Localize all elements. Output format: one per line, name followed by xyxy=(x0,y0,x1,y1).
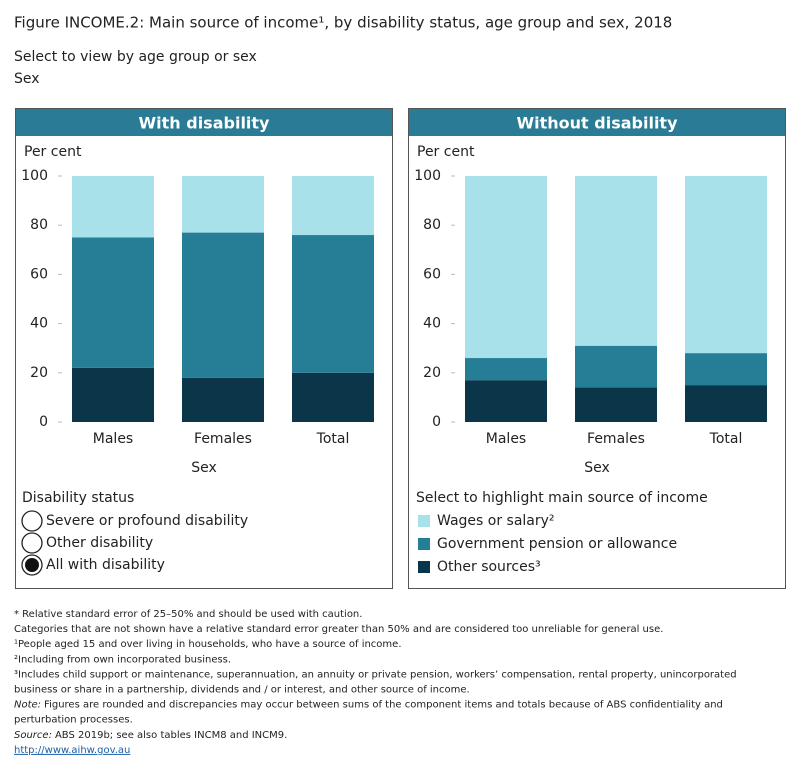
bar-segment[interactable] xyxy=(72,237,154,368)
footnote: * Relative standard error of 25–50% and … xyxy=(14,609,362,620)
y-tick-label: 40 xyxy=(30,316,48,332)
y-tick-label: 100 xyxy=(414,168,441,184)
bar-segment[interactable] xyxy=(182,377,264,422)
x-tick-label: Males xyxy=(486,431,526,447)
legend-label[interactable]: Government pension or allowance xyxy=(437,536,677,552)
x-tick-label: Females xyxy=(194,431,252,447)
figure-title: Figure INCOME.2: Main source of income¹,… xyxy=(14,14,672,32)
y-axis-title: Per cent xyxy=(417,144,475,160)
footnote: Note: Figures are rounded and discrepanci… xyxy=(14,700,723,711)
legend-swatch[interactable] xyxy=(418,515,430,527)
controls-title: Disability status xyxy=(22,490,134,506)
radio-label[interactable]: Other disability xyxy=(46,535,153,551)
bar-segment[interactable] xyxy=(292,176,374,236)
bar-segment[interactable] xyxy=(465,176,547,359)
legend-label[interactable]: Wages or salary² xyxy=(437,513,555,529)
footnote: Categories that are not shown have a rel… xyxy=(14,624,663,635)
bar-segment[interactable] xyxy=(685,176,767,354)
radio-label[interactable]: All with disability xyxy=(46,557,165,573)
bar-segment[interactable] xyxy=(292,235,374,373)
footnote-text: perturbation processes. xyxy=(14,715,133,726)
footnote-label: Source: xyxy=(14,730,52,741)
panel-header xyxy=(16,109,392,136)
y-tick-label: 80 xyxy=(423,217,441,233)
legend-label[interactable]: Other sources³ xyxy=(437,559,541,575)
bar-segment[interactable] xyxy=(575,176,657,346)
y-tick-label: 100 xyxy=(21,168,48,184)
view-value[interactable]: Sex xyxy=(14,71,40,87)
bar-segment[interactable] xyxy=(685,353,767,386)
footnote-text: ²Including from own incorporated busines… xyxy=(14,654,231,665)
legend-swatch[interactable] xyxy=(418,561,430,573)
x-axis-title: Sex xyxy=(584,460,610,476)
y-tick-label: 20 xyxy=(30,365,48,381)
bar-segment[interactable] xyxy=(575,345,657,388)
view-prompt: Select to view by age group or sex xyxy=(14,49,257,65)
y-tick-label: 60 xyxy=(423,266,441,282)
footnote-text: business or share in a partnership, divi… xyxy=(14,685,470,696)
x-tick-label: Total xyxy=(709,431,743,447)
bar-segment[interactable] xyxy=(182,176,264,233)
footnote-text: * Relative standard error of 25–50% and … xyxy=(14,609,362,620)
panel-title: With disability xyxy=(139,114,271,133)
footnote: ¹People aged 15 and over living in house… xyxy=(14,639,402,650)
y-tick-label: 20 xyxy=(423,365,441,381)
panel-header xyxy=(409,109,785,136)
legend-swatch[interactable] xyxy=(418,538,430,550)
footnote-text: Figures are rounded and discrepancies ma… xyxy=(44,700,723,711)
panel-frame xyxy=(408,108,786,589)
footnote: Source: ABS 2019b; see also tables INCM8 … xyxy=(14,730,287,741)
footnote: perturbation processes. xyxy=(14,715,133,726)
y-tick-label: 0 xyxy=(432,414,441,430)
footnote-link[interactable]: http://www.aihw.gov.au xyxy=(14,745,130,756)
bar-segment[interactable] xyxy=(685,385,767,422)
bar-segment[interactable] xyxy=(72,367,154,422)
y-tick-label: 60 xyxy=(30,266,48,282)
y-tick-label: 40 xyxy=(423,316,441,332)
y-tick-label: 0 xyxy=(39,414,48,430)
radio-dot xyxy=(25,558,39,572)
footnote-text: ¹People aged 15 and over living in house… xyxy=(14,639,402,650)
x-tick-label: Males xyxy=(93,431,133,447)
x-tick-label: Total xyxy=(316,431,350,447)
bar-segment[interactable] xyxy=(465,380,547,422)
footnote: ²Including from own incorporated busines… xyxy=(14,654,231,665)
bar-segment[interactable] xyxy=(465,358,547,381)
y-axis-title: Per cent xyxy=(24,144,82,160)
radio-label[interactable]: Severe or profound disability xyxy=(46,513,248,529)
footnote-text: Categories that are not shown have a rel… xyxy=(14,624,663,635)
bar-segment[interactable] xyxy=(575,387,657,422)
x-axis-title: Sex xyxy=(191,460,217,476)
panel-frame xyxy=(15,108,393,589)
y-tick-label: 80 xyxy=(30,217,48,233)
bar-segment[interactable] xyxy=(292,372,374,422)
panel-title: Without disability xyxy=(516,114,678,133)
bar-segment[interactable] xyxy=(182,232,264,378)
footnote-text: ³Includes child support or maintenance, … xyxy=(14,669,737,680)
footnote-label: Note: xyxy=(14,700,41,711)
radio-button[interactable] xyxy=(21,510,43,532)
footnote: ³Includes child support or maintenance, … xyxy=(14,669,737,680)
footnote-text: ABS 2019b; see also tables INCM8 and INC… xyxy=(55,730,287,741)
footnote: business or share in a partnership, divi… xyxy=(14,685,470,696)
radio-button[interactable] xyxy=(21,532,43,554)
x-tick-label: Females xyxy=(587,431,645,447)
legend-title: Select to highlight main source of incom… xyxy=(416,490,708,506)
bar-segment[interactable] xyxy=(72,176,154,238)
